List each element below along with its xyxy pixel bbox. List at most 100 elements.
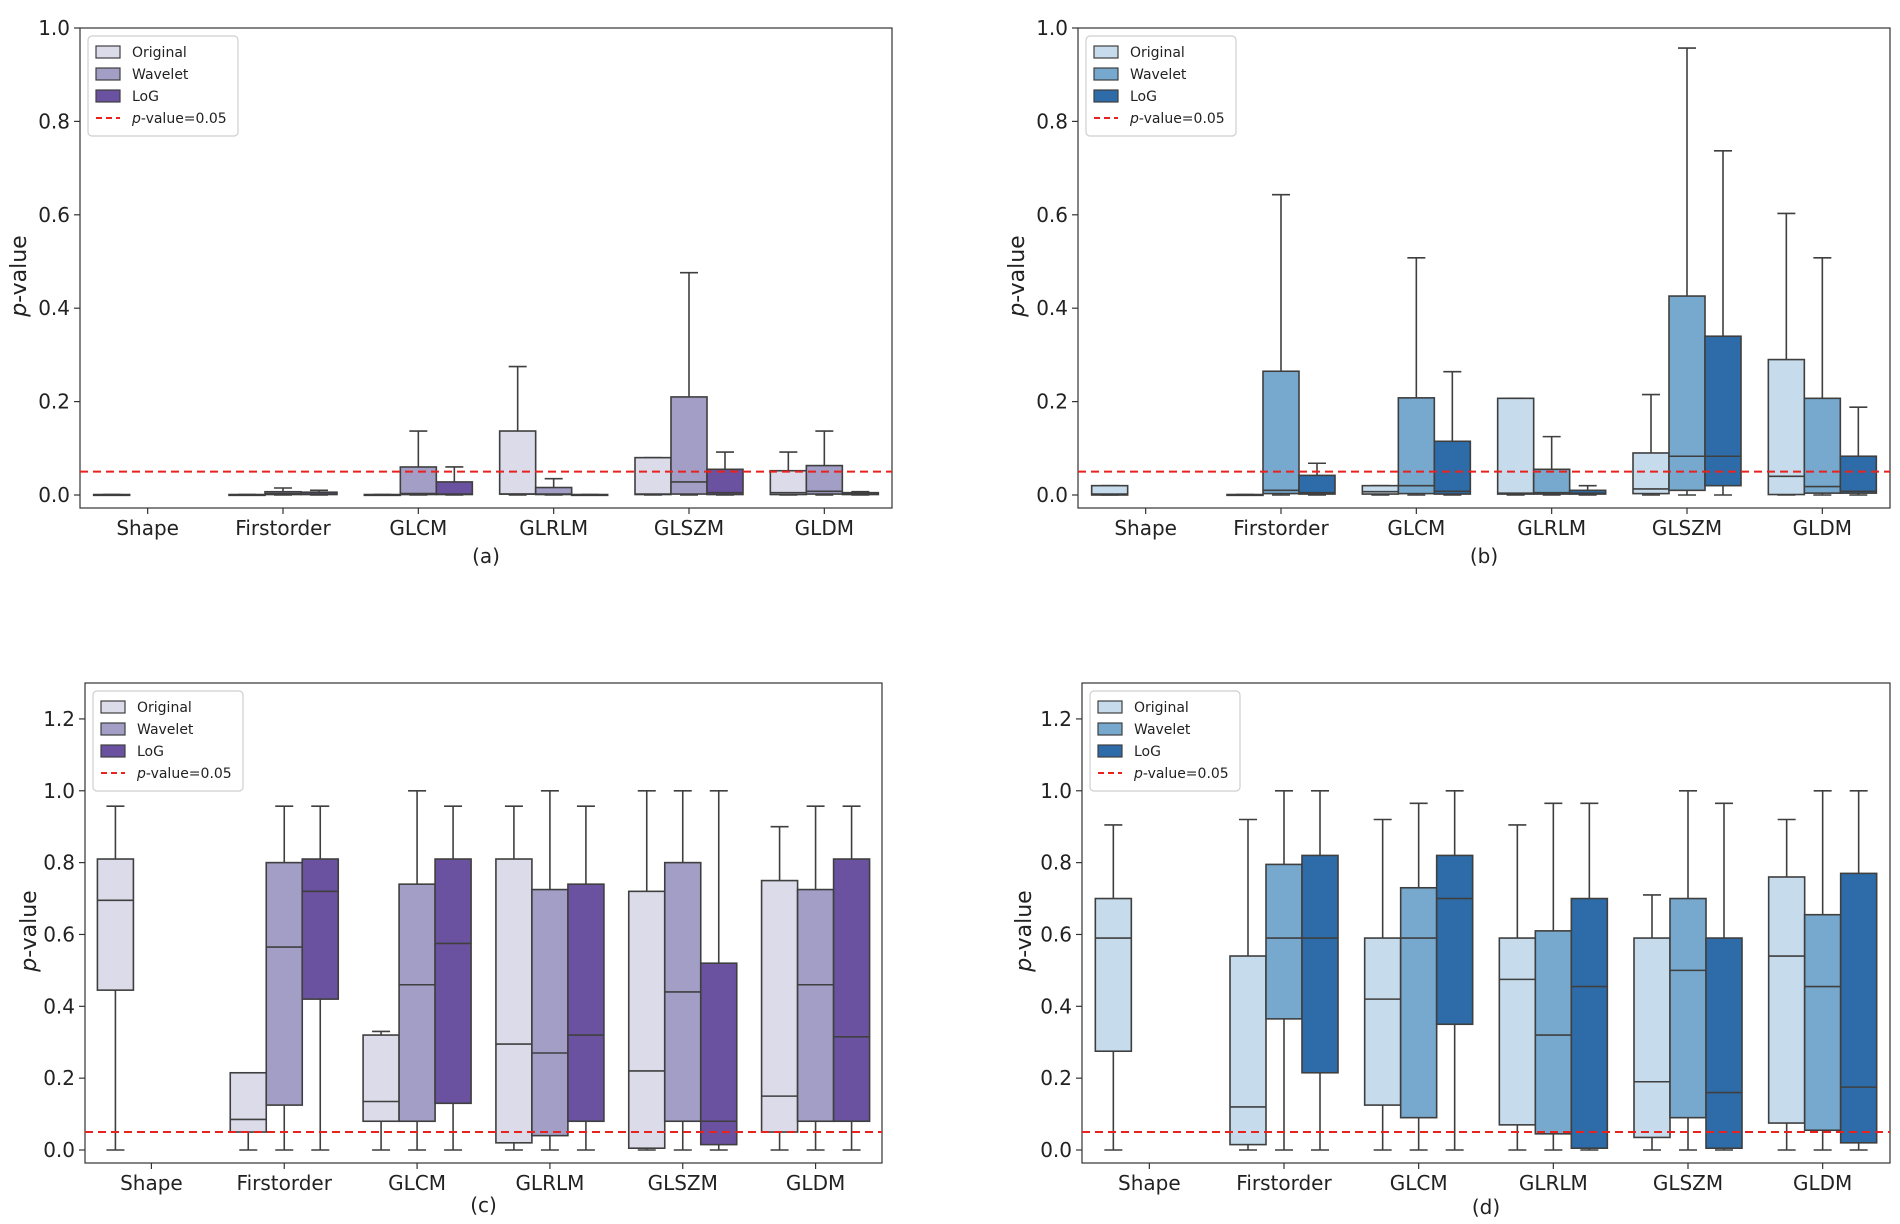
y-axis-label-italic: p [7,303,32,318]
y-axis-label-italic: p [17,958,42,973]
box-wavelet-glrlm [531,789,569,1151]
panel-caption: (a) [472,544,500,568]
x-tick-label: GLDM [795,516,854,540]
legend-label-log: LoG [132,89,159,105]
box-original-shape [92,493,131,497]
box-body [1632,452,1670,495]
box-log-firstorder [300,489,338,496]
box-log-gldm [832,805,871,1151]
y-tick-label: 0.0 [43,1138,75,1162]
box-log-glrlm [570,493,609,497]
plot-frame [79,27,893,509]
box-original-glcm [1361,484,1400,496]
box-original-gldm [1767,212,1806,496]
y-tick-label: 0.4 [1040,994,1072,1018]
x-tick-label: GLSZM [654,516,724,540]
legend-label-threshold: p-value=0.05 [1133,766,1229,782]
plot-frame [84,682,883,1164]
legend-threshold-italic: p [136,766,146,782]
box-wavelet-glszm [663,789,702,1151]
box-wavelet-glrlm [1534,802,1573,1151]
x-tick-label: Firstorder [1236,1171,1332,1195]
legend-label-original: Original [1134,700,1189,716]
x-tick-label: GLRLM [1519,1171,1588,1195]
box-log-glrlm [567,805,605,1151]
box-log-glszm [1704,150,1742,496]
box-wavelet-glcm [398,789,436,1151]
panel-caption: (c) [470,1193,497,1217]
box-original-glcm [362,1030,400,1151]
box-body [567,883,605,1123]
legend-frame [87,35,239,137]
y-tick-label: 0.2 [1040,1066,1072,1090]
legend-label-threshold: p-value=0.05 [136,766,232,782]
y-tick-label: 0.2 [43,1066,75,1090]
box-original-glszm [1632,393,1670,496]
box-body [1532,468,1571,495]
box-body [96,858,135,991]
box-wavelet-glszm [1669,789,1707,1151]
legend-swatch-log [95,89,121,103]
box-wavelet-firstorder [264,487,302,496]
x-tick-label: GLDM [1793,1171,1852,1195]
y-tick-label: 0.8 [38,109,70,133]
legend-swatch-wavelet [1097,722,1123,736]
y-tick-label: 0.0 [1040,1138,1072,1162]
box-original-glrlm [498,365,537,496]
box-log-glrlm [1568,484,1607,496]
box-original-glszm [634,456,672,496]
box-log-firstorder [1298,462,1336,496]
box-body [1399,886,1438,1119]
box-log-glszm [706,451,744,496]
x-tick-label: GLCM [1387,516,1445,540]
legend-label-wavelet: Wavelet [137,722,194,738]
x-tick-label: Shape [120,1171,183,1195]
box-body [1767,876,1806,1124]
box-wavelet-glszm [1668,47,1706,496]
box-original-firstorder [228,493,266,497]
legend-label-log: LoG [1130,89,1157,105]
y-axis-label-rest: -value [1012,890,1037,957]
box-body [1570,897,1609,1150]
box-body [435,481,474,496]
y-tick-label: 1.2 [43,707,75,731]
legend-frame [92,690,244,792]
x-tick-label: Firstorder [1233,516,1329,540]
y-tick-label: 0.0 [1036,483,1068,507]
box-body [229,1071,268,1133]
y-axis-label-italic: p [1005,303,1030,318]
legend-swatch-original [100,700,126,714]
box-wavelet-glrlm [1532,435,1571,496]
legend-swatch-log [100,744,126,758]
box-original-firstorder [229,1071,268,1151]
box-log-glcm [1433,370,1472,496]
plot-frame [1081,682,1891,1164]
y-tick-label: 1.0 [38,16,70,40]
box-body [634,456,672,496]
box-log-glszm [1705,802,1743,1151]
legend: Original Wavelet LoG p-value=0.05 [87,35,239,137]
box-body [531,888,569,1137]
legend-label-original: Original [137,700,192,716]
box-log-glszm [699,789,738,1151]
box-body [1803,913,1842,1132]
legend-label-original: Original [1130,45,1185,61]
box-body [265,861,304,1106]
x-tick-label: GLCM [388,1171,446,1195]
y-tick-label: 0.6 [43,922,75,946]
legend-swatch-wavelet [95,67,121,81]
box-body [1094,897,1133,1053]
x-tick-label: GLDM [1793,516,1852,540]
box-log-glcm [1435,789,1474,1151]
legend-swatch-log [1097,744,1123,758]
y-axis-label: p-value [17,890,42,972]
box-body [1435,854,1474,1026]
x-tick-label: GLRLM [1517,516,1586,540]
box-original-glrlm [1498,824,1537,1151]
legend-swatch-original [1093,45,1119,59]
box-body [495,858,533,1144]
legend-label-wavelet: Wavelet [132,67,189,83]
